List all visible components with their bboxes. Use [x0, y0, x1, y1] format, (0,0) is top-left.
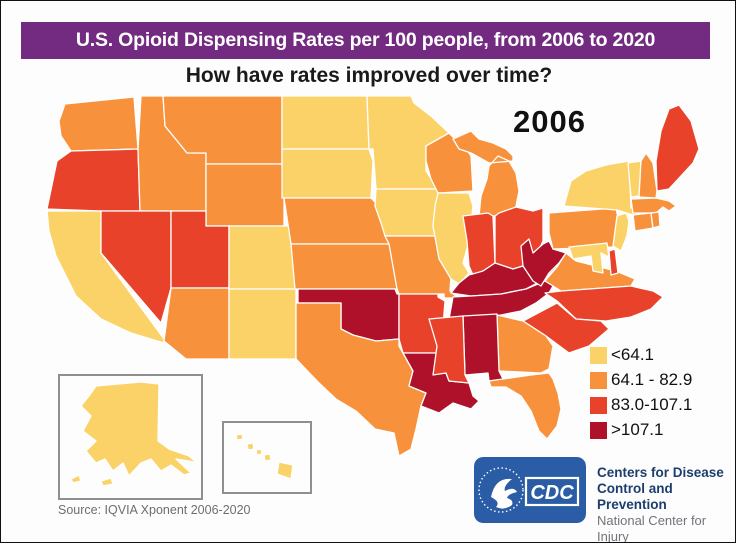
legend-row: 83.0-107.1 [590, 395, 692, 415]
source-note: Source: IQVIA Xponent 2006-2020 [58, 503, 251, 517]
cdc-logo: CDC [474, 457, 586, 523]
legend-row: >107.1 [590, 420, 692, 440]
legend-swatch-bin4 [590, 421, 607, 439]
cdc-acronym-box [524, 476, 580, 507]
state-NH [638, 152, 658, 199]
state-WY [205, 163, 285, 227]
state-SD [281, 148, 374, 199]
legend-label-bin2: 64.1 - 82.9 [611, 370, 693, 389]
state-OR [46, 148, 141, 212]
legend-swatch-bin3 [590, 396, 607, 414]
state-WA [58, 96, 139, 152]
state-AL [462, 313, 504, 382]
state-CT [632, 212, 654, 232]
state-SC [522, 302, 610, 354]
state-GA [496, 314, 554, 374]
state-MA [630, 197, 677, 214]
legend-label-bin3: 83.0-107.1 [611, 395, 693, 414]
alaska-inset-box [58, 374, 203, 500]
state-VA [544, 252, 636, 292]
page-title: U.S. Opioid Dispensing Rates per 100 peo… [75, 29, 656, 51]
cdc-center-line1: National Center for Injury [597, 513, 707, 543]
cdc-org-line2: Control and Prevention [597, 481, 673, 512]
state-DE [608, 248, 619, 276]
state-NJ [612, 212, 630, 252]
legend-swatch-bin2 [590, 371, 607, 389]
title-banner: U.S. Opioid Dispensing Rates per 100 peo… [21, 22, 710, 59]
state-FL [488, 372, 562, 440]
year-label: 2006 [513, 104, 586, 139]
hawaii-inset-box [222, 421, 312, 494]
legend-swatch-bin1 [590, 346, 607, 364]
state-MD [568, 242, 610, 274]
state-ND [281, 95, 370, 150]
subtitle: How have rates improved over time? [185, 64, 553, 87]
legend-label-bin4: >107.1 [611, 420, 664, 439]
legend-label-bin1: <64.1 [611, 345, 655, 364]
cdc-logo-text: Centers for Disease Control and Preventi… [597, 465, 735, 543]
legend-row: 64.1 - 82.9 [590, 370, 692, 390]
state-ME [655, 104, 700, 192]
state-PA [548, 207, 620, 250]
hhs-eagle-icon [491, 478, 517, 509]
cdc-acronym: CDC [530, 482, 574, 504]
cdc-org-line1: Centers for Disease [597, 465, 724, 480]
legend-row: <64.1 [590, 345, 692, 365]
legend: <64.1 64.1 - 82.9 83.0-107.1 >107.1 [590, 345, 692, 445]
state-AZ [163, 287, 230, 360]
state-KS [290, 243, 398, 290]
hhs-seal-ring-icon [478, 467, 524, 513]
state-NV [100, 210, 172, 324]
state-NM [228, 288, 297, 360]
state-RI [650, 211, 661, 229]
state-MS [428, 315, 470, 384]
state-AK-inset [70, 381, 198, 487]
state-HI-inset [235, 433, 294, 480]
